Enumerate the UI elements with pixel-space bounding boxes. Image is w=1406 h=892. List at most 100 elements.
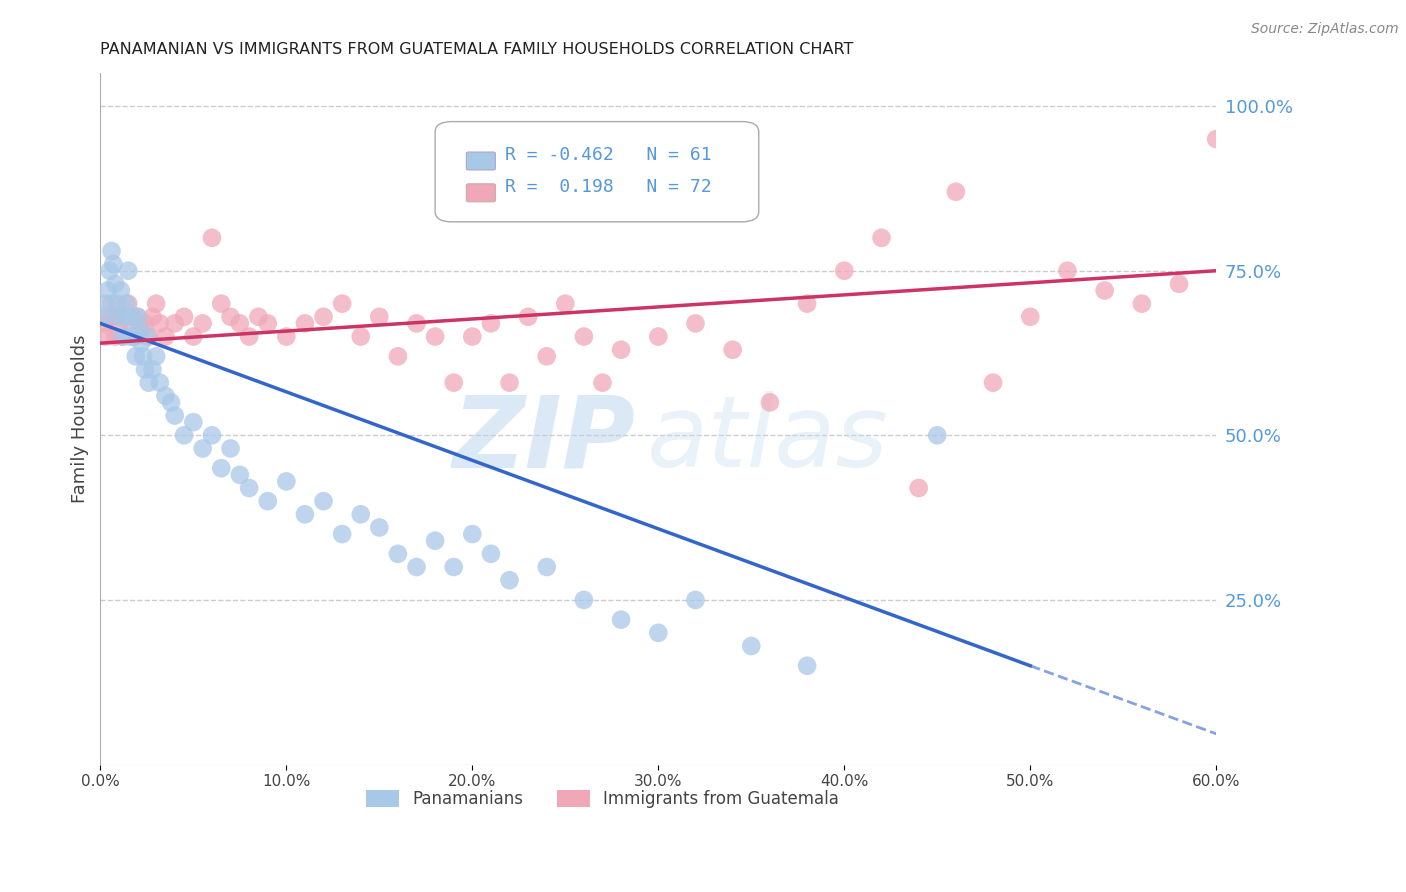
Point <box>163 317 186 331</box>
Point <box>94 296 117 310</box>
Point <box>1261 310 1284 324</box>
Point <box>94 329 117 343</box>
Point <box>155 329 177 343</box>
Point <box>610 613 633 627</box>
Point <box>592 376 614 390</box>
Point <box>108 310 131 324</box>
Point <box>759 395 782 409</box>
Point <box>387 349 409 363</box>
Point <box>191 317 214 331</box>
Point <box>1279 296 1302 310</box>
Point <box>238 481 260 495</box>
Point <box>796 296 818 310</box>
Point <box>115 310 138 324</box>
Point <box>423 329 446 343</box>
Point <box>191 442 214 456</box>
Point <box>229 467 252 482</box>
Point <box>517 310 540 324</box>
Point <box>104 277 127 291</box>
Point <box>443 376 465 390</box>
Point <box>796 658 818 673</box>
Point <box>129 336 152 351</box>
Point <box>111 329 134 343</box>
Point <box>134 362 156 376</box>
Point <box>330 527 353 541</box>
Point <box>1205 132 1227 146</box>
Point <box>117 296 139 310</box>
Point <box>201 231 224 245</box>
FancyBboxPatch shape <box>467 184 495 202</box>
Point <box>149 376 172 390</box>
Point <box>238 329 260 343</box>
Text: PANAMANIAN VS IMMIGRANTS FROM GUATEMALA FAMILY HOUSEHOLDS CORRELATION CHART: PANAMANIAN VS IMMIGRANTS FROM GUATEMALA … <box>100 42 853 57</box>
Point <box>312 494 335 508</box>
FancyBboxPatch shape <box>467 152 495 170</box>
Point <box>155 389 177 403</box>
Point <box>141 362 163 376</box>
Point <box>122 329 145 343</box>
Point <box>443 560 465 574</box>
Point <box>104 329 127 343</box>
Point <box>423 533 446 548</box>
Point <box>247 310 270 324</box>
Point <box>93 317 115 331</box>
Point <box>572 593 595 607</box>
Point <box>479 547 502 561</box>
Point <box>125 349 148 363</box>
Point <box>368 520 391 534</box>
Point <box>160 395 183 409</box>
Point <box>405 560 427 574</box>
Point <box>647 329 669 343</box>
Point <box>108 317 131 331</box>
Point <box>105 296 128 310</box>
Point <box>115 296 138 310</box>
Point <box>111 329 134 343</box>
Point <box>97 284 120 298</box>
Point <box>276 329 298 343</box>
Point <box>572 329 595 343</box>
Point <box>405 317 427 331</box>
Point <box>229 317 252 331</box>
Point <box>201 428 224 442</box>
Point <box>330 296 353 310</box>
Point <box>721 343 744 357</box>
Point <box>536 560 558 574</box>
Point <box>461 527 484 541</box>
Point <box>1094 284 1116 298</box>
Point <box>256 317 278 331</box>
Point <box>740 639 762 653</box>
Legend: Panamanians, Immigrants from Guatemala: Panamanians, Immigrants from Guatemala <box>359 783 846 815</box>
Text: ZIP: ZIP <box>453 391 636 488</box>
Point <box>387 547 409 561</box>
Point <box>145 296 167 310</box>
Point <box>121 310 143 324</box>
Text: Source: ZipAtlas.com: Source: ZipAtlas.com <box>1251 22 1399 37</box>
Point <box>103 257 125 271</box>
Point <box>276 475 298 489</box>
Point <box>127 310 149 324</box>
Point <box>312 310 335 324</box>
Point <box>128 323 150 337</box>
Point <box>100 244 122 258</box>
Point <box>1130 296 1153 310</box>
Text: atlas: atlas <box>647 391 889 488</box>
Point <box>145 349 167 363</box>
Point <box>98 263 121 277</box>
Point <box>870 231 893 245</box>
Point <box>120 317 142 331</box>
Point <box>134 317 156 331</box>
Y-axis label: Family Households: Family Households <box>72 334 89 503</box>
Point <box>256 494 278 508</box>
Point <box>368 310 391 324</box>
Point <box>981 376 1004 390</box>
Point <box>117 263 139 277</box>
Text: R =  0.198   N = 72: R = 0.198 N = 72 <box>505 178 711 195</box>
Point <box>100 296 122 310</box>
Point <box>554 296 576 310</box>
Point <box>685 593 707 607</box>
Point <box>294 508 316 522</box>
Point <box>1241 263 1264 277</box>
Point <box>1168 277 1191 291</box>
Text: R = -0.462   N = 61: R = -0.462 N = 61 <box>505 145 711 164</box>
Point <box>1316 329 1339 343</box>
